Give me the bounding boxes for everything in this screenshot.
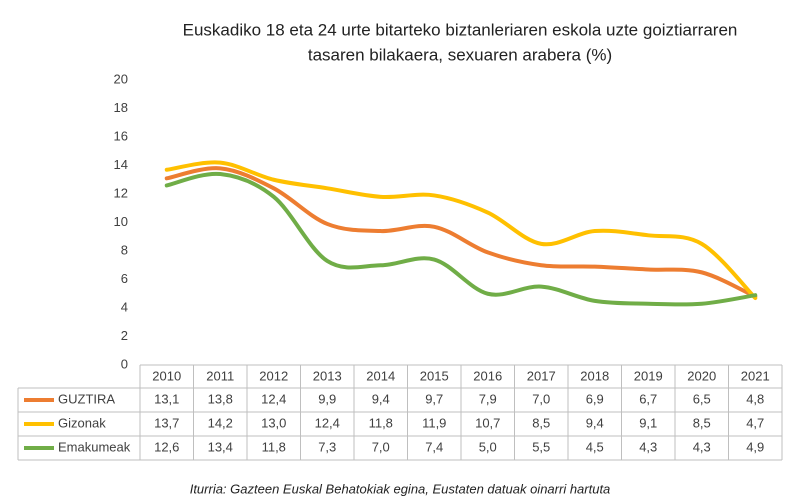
y-tick-label: 18 [114, 100, 128, 115]
table-value: 13,4 [208, 439, 233, 454]
table-value: 4,7 [746, 415, 764, 430]
x-tick-label: 2014 [366, 368, 395, 383]
source-note: Iturria: Gazteen Euskal Behatokiak egina… [190, 481, 611, 496]
table-value: 5,5 [532, 439, 550, 454]
x-tick-label: 2015 [420, 368, 449, 383]
series-line [164, 166, 758, 299]
y-tick-label: 16 [114, 128, 128, 143]
table-value: 7,0 [372, 439, 390, 454]
table-value: 12,4 [315, 415, 340, 430]
table-value: 6,7 [639, 391, 657, 406]
legend-label: Emakumeak [58, 439, 131, 454]
table-value: 11,8 [262, 439, 286, 454]
table-value: 13,7 [154, 415, 179, 430]
table-value: 9,7 [425, 391, 443, 406]
chart-title: Euskadiko 18 eta 24 urte bitarteko bizta… [183, 20, 738, 39]
y-tick-label: 10 [114, 214, 128, 229]
table-value: 9,4 [372, 391, 390, 406]
table-value: 13,0 [261, 415, 286, 430]
y-tick-label: 2 [121, 328, 128, 343]
table-value: 7,4 [425, 439, 443, 454]
x-tick-label: 2019 [634, 368, 663, 383]
legend-label: GUZTIRA [58, 391, 115, 406]
y-tick-label: 20 [114, 71, 128, 86]
table-value: 9,1 [639, 415, 657, 430]
table-value: 9,9 [318, 391, 336, 406]
table-value: 7,9 [479, 391, 497, 406]
table-value: 8,5 [532, 415, 550, 430]
x-tick-label: 2016 [473, 368, 502, 383]
y-tick-label: 4 [121, 299, 128, 314]
table-value: 7,0 [532, 391, 550, 406]
x-tick-label: 2018 [580, 368, 609, 383]
table-value: 10,7 [475, 415, 500, 430]
table-value: 4,3 [693, 439, 711, 454]
y-tick-label: 0 [121, 356, 128, 371]
x-tick-label: 2020 [687, 368, 716, 383]
x-tick-label: 2010 [152, 368, 181, 383]
table-value: 11,8 [369, 415, 393, 430]
legend-label: Gizonak [58, 415, 106, 430]
table-value: 9,4 [586, 415, 604, 430]
x-tick-label: 2017 [527, 368, 556, 383]
table-value: 11,9 [422, 415, 446, 430]
series-line [164, 160, 758, 301]
table-value: 6,5 [693, 391, 711, 406]
y-tick-label: 12 [114, 185, 128, 200]
chart-title: tasaren bilakaera, sexuaren arabera (%) [308, 45, 612, 64]
table-value: 8,5 [693, 415, 711, 430]
series-line [164, 171, 758, 307]
table-value: 5,0 [479, 439, 497, 454]
table-value: 4,9 [746, 439, 764, 454]
y-tick-label: 6 [121, 271, 128, 286]
x-tick-label: 2021 [741, 368, 770, 383]
table-value: 4,8 [746, 391, 764, 406]
table-value: 7,3 [318, 439, 336, 454]
x-tick-label: 2011 [206, 368, 234, 383]
y-tick-label: 14 [114, 157, 128, 172]
table-value: 4,3 [639, 439, 657, 454]
y-tick-label: 8 [121, 242, 128, 257]
table-value: 6,9 [586, 391, 604, 406]
table-value: 12,4 [261, 391, 286, 406]
table-value: 14,2 [208, 415, 233, 430]
table-value: 4,5 [586, 439, 604, 454]
x-tick-label: 2012 [259, 368, 288, 383]
table-value: 13,1 [154, 391, 179, 406]
table-value: 13,8 [208, 391, 233, 406]
x-tick-label: 2013 [313, 368, 342, 383]
table-value: 12,6 [154, 439, 179, 454]
